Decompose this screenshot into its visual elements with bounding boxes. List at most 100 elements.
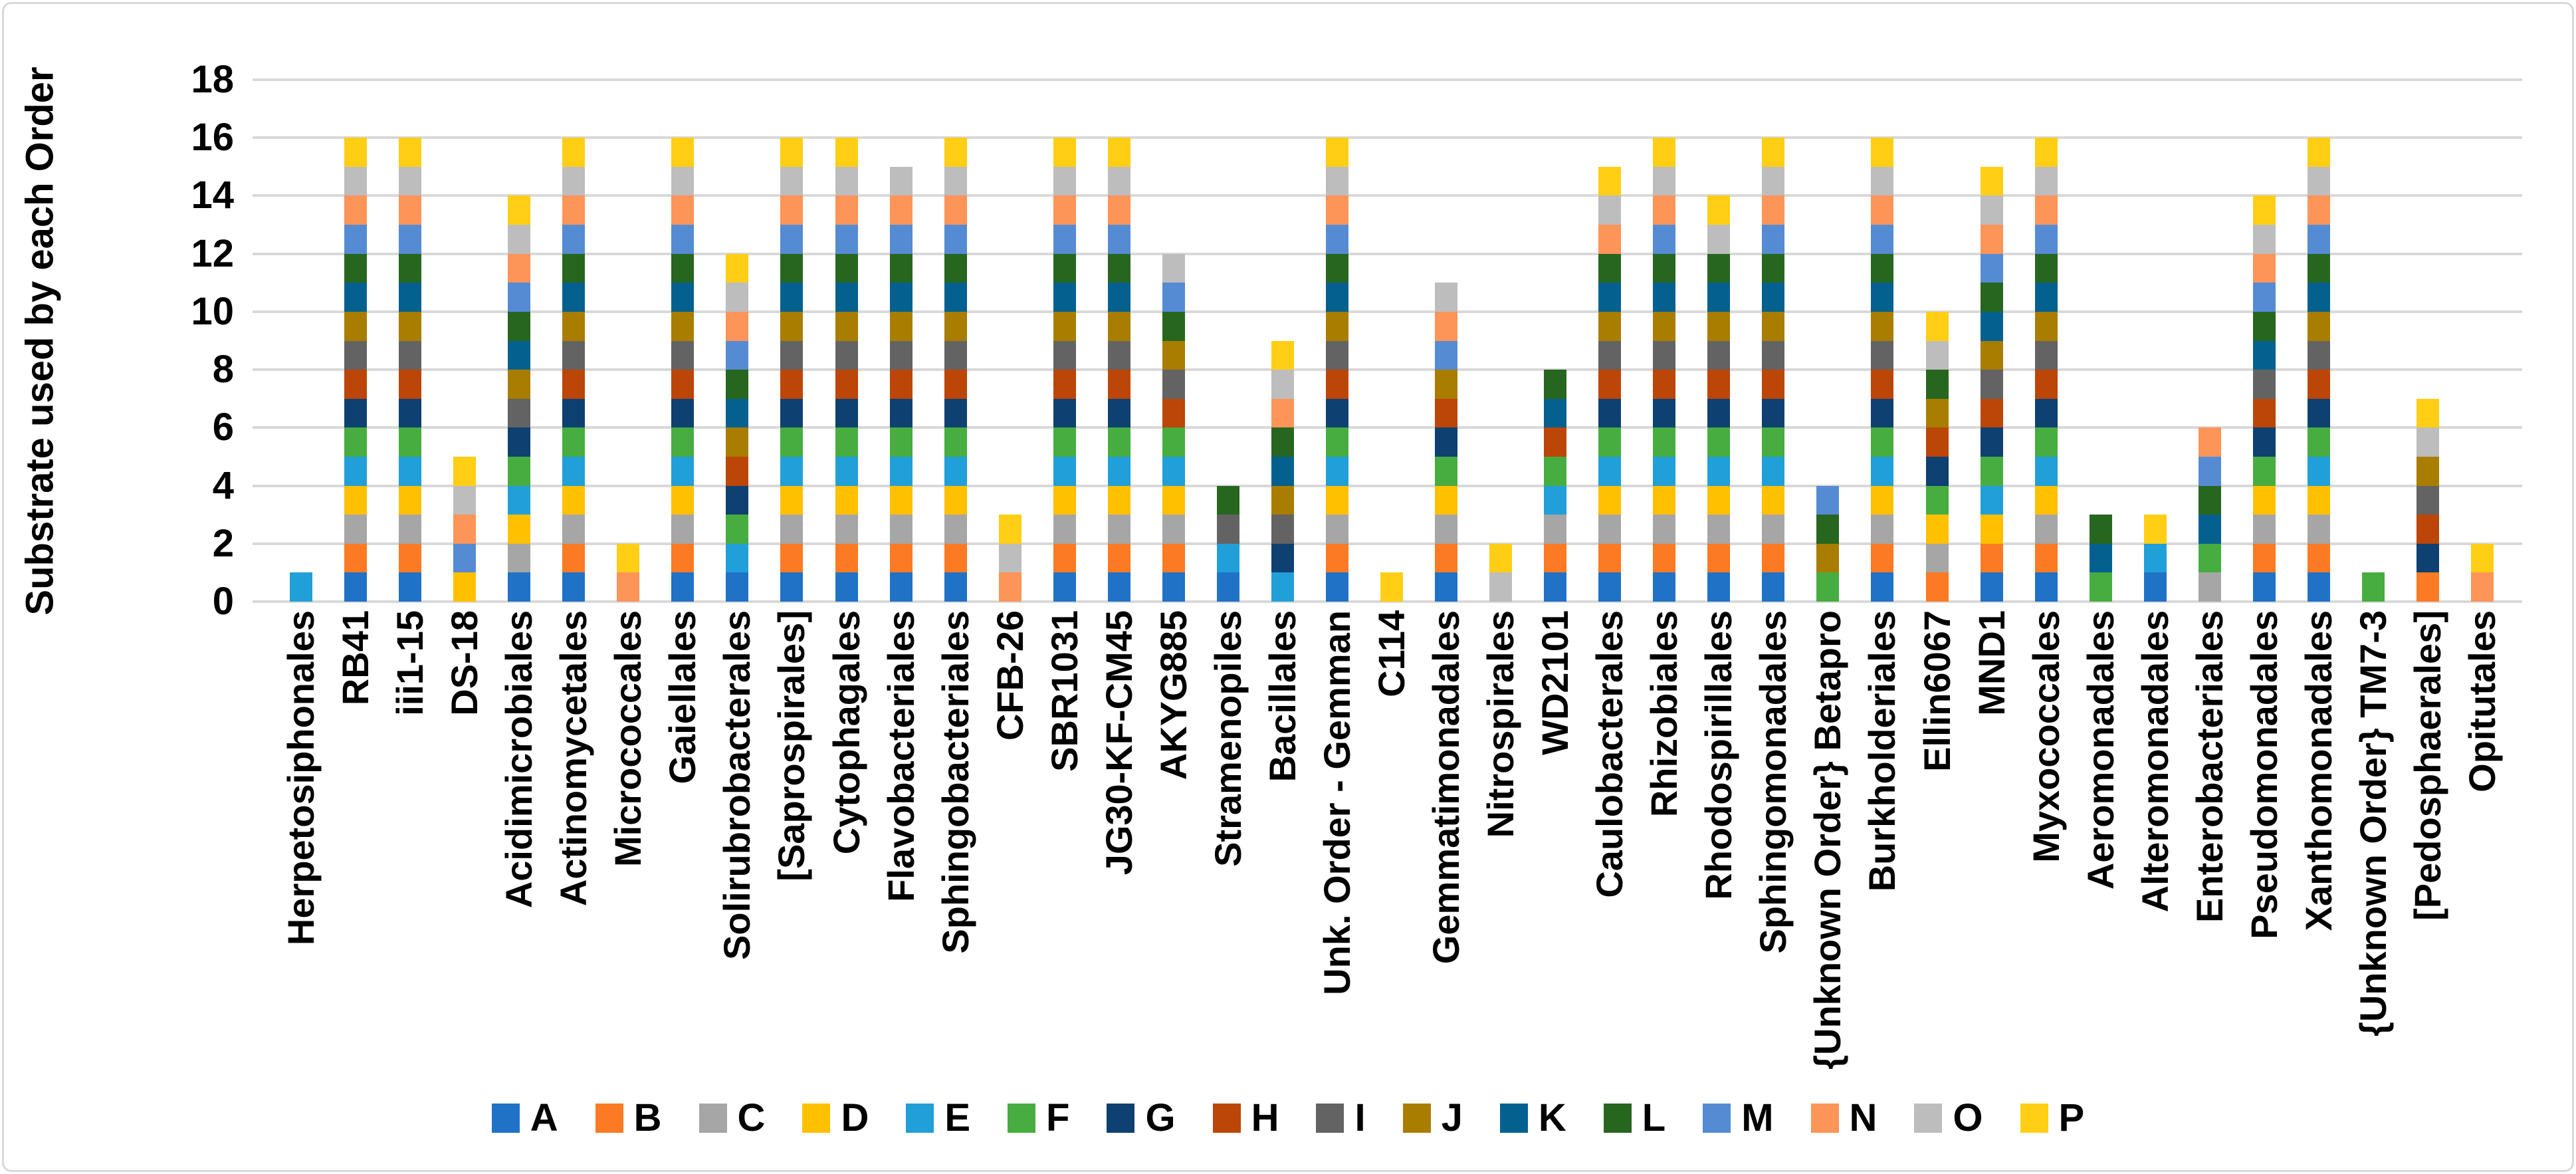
legend-label: K	[1538, 1096, 1566, 1139]
bar-segment	[2361, 572, 2385, 602]
bar-segment	[889, 370, 912, 399]
bar-segment	[1053, 515, 1076, 544]
bar-segment	[726, 370, 749, 399]
bar-segment	[399, 225, 422, 254]
bar-segment	[889, 543, 912, 573]
bar-segment	[1707, 398, 1731, 428]
bar-segment	[1762, 485, 1785, 515]
bar-segment	[344, 398, 368, 428]
x-axis-label: Enterobacteriales	[2188, 610, 2230, 923]
bar-segment	[1871, 340, 1894, 370]
bar-segment	[562, 253, 586, 283]
bar-segment	[1053, 340, 1076, 370]
bar-segment	[1544, 370, 1567, 399]
bar-segment	[508, 485, 531, 515]
bar-segment	[1435, 543, 1458, 573]
bar-segment	[1162, 572, 1185, 602]
legend-label: B	[633, 1096, 662, 1139]
legend-item: N	[1810, 1096, 1877, 1140]
bar-segment	[2252, 340, 2276, 370]
bar-segment	[344, 485, 368, 515]
bar-segment	[2416, 427, 2439, 457]
bar	[726, 253, 749, 602]
x-axis-label: DS-18	[443, 610, 486, 716]
bar-segment	[1925, 572, 1949, 602]
bar-segment	[508, 427, 531, 457]
bar-segment	[2416, 456, 2439, 486]
bar-segment	[1925, 543, 1949, 573]
bar-segment	[1598, 225, 1622, 254]
bar-segment	[1435, 515, 1458, 544]
bar-segment	[1707, 225, 1731, 254]
bar-segment	[1325, 485, 1348, 515]
bar-segment	[998, 515, 1021, 544]
bar-segment	[1107, 543, 1130, 573]
gridline	[253, 542, 2522, 545]
bar-segment	[2034, 166, 2058, 196]
bar-segment	[2089, 543, 2112, 573]
bar-segment	[2034, 398, 2058, 428]
bar-segment	[889, 427, 912, 457]
bar-segment	[1762, 456, 1785, 486]
bar	[1871, 138, 1894, 602]
x-axis-label: Burkholderiales	[1861, 610, 1903, 892]
bar	[2416, 398, 2439, 602]
bar-segment	[1435, 340, 1458, 370]
bar-segment	[1980, 311, 2003, 341]
bar-segment	[1216, 572, 1239, 602]
bar	[1325, 138, 1348, 602]
bar-segment	[1162, 253, 1185, 283]
bar-segment	[1162, 456, 1185, 486]
legend-item: C	[698, 1096, 765, 1140]
legend-label: I	[1354, 1096, 1366, 1139]
x-axis-label: Solirubrobacterales	[716, 610, 758, 960]
bar-segment	[399, 485, 422, 515]
y-tick-label: 8	[212, 348, 234, 392]
y-tick-label: 6	[212, 406, 234, 449]
bar-segment	[1816, 515, 1840, 544]
bar-segment	[1325, 138, 1348, 167]
bar-segment	[671, 253, 695, 283]
bar-segment	[2307, 195, 2330, 225]
bar	[1435, 283, 1458, 602]
bar-segment	[508, 340, 531, 370]
bar-segment	[2307, 398, 2330, 428]
bar	[1544, 370, 1567, 602]
bar-segment	[1216, 485, 1239, 515]
bar-segment	[1435, 572, 1458, 602]
bar	[1216, 485, 1239, 602]
bar	[1107, 138, 1130, 602]
bar-segment	[1762, 543, 1785, 573]
bar-segment	[2034, 253, 2058, 283]
bar-segment	[2034, 572, 2058, 602]
bar-segment	[780, 311, 804, 341]
bar-segment	[1871, 370, 1894, 399]
bar-segment	[2307, 572, 2330, 602]
legend-item: O	[1914, 1096, 1983, 1140]
bar-segment	[562, 427, 586, 457]
bar-segment	[1871, 225, 1894, 254]
bar-segment	[889, 572, 912, 602]
bar-segment	[562, 572, 586, 602]
x-axis-label: Cytophagales	[825, 610, 867, 855]
bar-segment	[889, 485, 912, 515]
bar-segment	[344, 138, 368, 167]
bar-segment	[344, 543, 368, 573]
bar-segment	[2252, 485, 2276, 515]
legend-item: L	[1603, 1096, 1665, 1140]
bar	[617, 543, 640, 602]
bar	[2034, 138, 2058, 602]
bar-segment	[1325, 398, 1348, 428]
x-axis-label: [Saprospirales]	[770, 610, 813, 881]
bar-segment	[1653, 225, 1676, 254]
bar-segment	[1435, 283, 1458, 312]
bar-segment	[1653, 283, 1676, 312]
bar-segment	[726, 456, 749, 486]
bar-segment	[2307, 253, 2330, 283]
x-axis-label: MND1	[1970, 610, 2012, 716]
legend-label: D	[841, 1096, 869, 1139]
bar-segment	[399, 340, 422, 370]
bar-segment	[1598, 515, 1622, 544]
bar-segment	[726, 253, 749, 283]
bar-segment	[1980, 195, 2003, 225]
